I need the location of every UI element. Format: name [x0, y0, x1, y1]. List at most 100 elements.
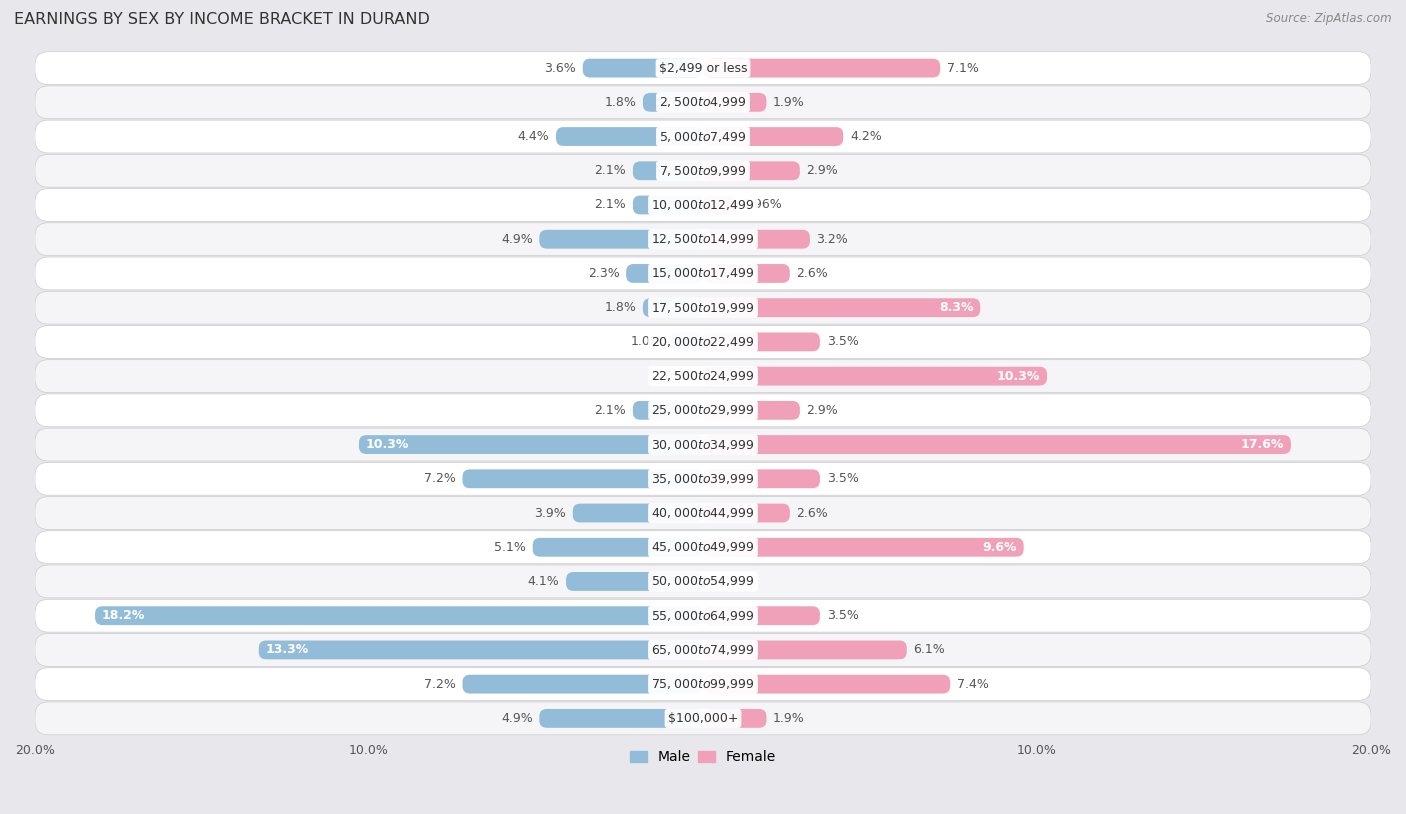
Text: 1.8%: 1.8% — [605, 96, 636, 109]
Text: 5.1%: 5.1% — [494, 540, 526, 554]
Text: 0.0%: 0.0% — [710, 575, 742, 588]
Text: 1.8%: 1.8% — [605, 301, 636, 314]
FancyBboxPatch shape — [633, 161, 703, 180]
Text: $20,000 to $22,499: $20,000 to $22,499 — [651, 335, 755, 349]
FancyBboxPatch shape — [626, 264, 703, 282]
Text: $75,000 to $99,999: $75,000 to $99,999 — [651, 677, 755, 691]
Text: $17,500 to $19,999: $17,500 to $19,999 — [651, 300, 755, 315]
FancyBboxPatch shape — [35, 291, 1371, 324]
Text: $10,000 to $12,499: $10,000 to $12,499 — [651, 198, 755, 212]
Text: 18.2%: 18.2% — [101, 609, 145, 622]
FancyBboxPatch shape — [703, 538, 1024, 557]
Text: Source: ZipAtlas.com: Source: ZipAtlas.com — [1267, 12, 1392, 25]
Text: $7,500 to $9,999: $7,500 to $9,999 — [659, 164, 747, 177]
FancyBboxPatch shape — [703, 435, 1291, 454]
Text: $40,000 to $44,999: $40,000 to $44,999 — [651, 506, 755, 520]
FancyBboxPatch shape — [35, 462, 1371, 495]
Text: 2.1%: 2.1% — [595, 404, 626, 417]
Text: 2.3%: 2.3% — [588, 267, 620, 280]
FancyBboxPatch shape — [643, 298, 703, 317]
Text: 2.6%: 2.6% — [797, 267, 828, 280]
FancyBboxPatch shape — [703, 195, 735, 214]
Text: 2.9%: 2.9% — [807, 164, 838, 177]
Text: $2,499 or less: $2,499 or less — [659, 62, 747, 75]
FancyBboxPatch shape — [703, 401, 800, 420]
Text: 13.3%: 13.3% — [266, 643, 309, 656]
FancyBboxPatch shape — [35, 702, 1371, 735]
Text: 2.9%: 2.9% — [807, 404, 838, 417]
FancyBboxPatch shape — [35, 51, 1371, 85]
FancyBboxPatch shape — [582, 59, 703, 77]
Text: 3.5%: 3.5% — [827, 335, 859, 348]
FancyBboxPatch shape — [35, 326, 1371, 358]
FancyBboxPatch shape — [35, 360, 1371, 392]
FancyBboxPatch shape — [703, 264, 790, 282]
Text: $35,000 to $39,999: $35,000 to $39,999 — [651, 472, 755, 486]
FancyBboxPatch shape — [633, 195, 703, 214]
FancyBboxPatch shape — [35, 223, 1371, 256]
FancyBboxPatch shape — [35, 497, 1371, 529]
FancyBboxPatch shape — [35, 189, 1371, 221]
FancyBboxPatch shape — [703, 93, 766, 112]
Legend: Male, Female: Male, Female — [624, 745, 782, 770]
Text: 2.1%: 2.1% — [595, 164, 626, 177]
Text: 7.2%: 7.2% — [425, 472, 456, 485]
Text: 4.9%: 4.9% — [501, 712, 533, 725]
FancyBboxPatch shape — [703, 367, 1047, 386]
FancyBboxPatch shape — [703, 606, 820, 625]
Text: $25,000 to $29,999: $25,000 to $29,999 — [651, 404, 755, 418]
Text: 1.9%: 1.9% — [773, 96, 804, 109]
FancyBboxPatch shape — [703, 332, 820, 352]
Text: $50,000 to $54,999: $50,000 to $54,999 — [651, 575, 755, 589]
FancyBboxPatch shape — [703, 161, 800, 180]
FancyBboxPatch shape — [555, 127, 703, 146]
Text: 8.3%: 8.3% — [939, 301, 973, 314]
Text: 6.1%: 6.1% — [914, 643, 945, 656]
FancyBboxPatch shape — [35, 394, 1371, 427]
FancyBboxPatch shape — [35, 633, 1371, 667]
Text: 1.0%: 1.0% — [631, 335, 662, 348]
FancyBboxPatch shape — [703, 127, 844, 146]
Text: 3.6%: 3.6% — [544, 62, 576, 75]
Text: 4.4%: 4.4% — [517, 130, 550, 143]
Text: 9.6%: 9.6% — [983, 540, 1017, 554]
FancyBboxPatch shape — [96, 606, 703, 625]
Text: 3.2%: 3.2% — [817, 233, 848, 246]
Text: $2,500 to $4,999: $2,500 to $4,999 — [659, 95, 747, 109]
FancyBboxPatch shape — [35, 667, 1371, 701]
FancyBboxPatch shape — [35, 86, 1371, 119]
FancyBboxPatch shape — [643, 93, 703, 112]
Text: 0.0%: 0.0% — [664, 370, 696, 383]
Text: $22,500 to $24,999: $22,500 to $24,999 — [651, 369, 755, 383]
Text: $100,000+: $100,000+ — [668, 712, 738, 725]
Text: 7.4%: 7.4% — [957, 677, 988, 690]
FancyBboxPatch shape — [703, 641, 907, 659]
FancyBboxPatch shape — [35, 120, 1371, 153]
FancyBboxPatch shape — [540, 230, 703, 248]
Text: $12,500 to $14,999: $12,500 to $14,999 — [651, 232, 755, 246]
FancyBboxPatch shape — [703, 230, 810, 248]
FancyBboxPatch shape — [35, 155, 1371, 187]
Text: 4.9%: 4.9% — [501, 233, 533, 246]
Text: $55,000 to $64,999: $55,000 to $64,999 — [651, 609, 755, 623]
Text: 3.5%: 3.5% — [827, 609, 859, 622]
FancyBboxPatch shape — [463, 470, 703, 488]
Text: 2.1%: 2.1% — [595, 199, 626, 212]
Text: 1.9%: 1.9% — [773, 712, 804, 725]
Text: 10.3%: 10.3% — [366, 438, 409, 451]
FancyBboxPatch shape — [703, 504, 790, 523]
FancyBboxPatch shape — [35, 257, 1371, 290]
Text: 4.1%: 4.1% — [527, 575, 560, 588]
FancyBboxPatch shape — [567, 572, 703, 591]
FancyBboxPatch shape — [703, 470, 820, 488]
Text: $45,000 to $49,999: $45,000 to $49,999 — [651, 540, 755, 554]
FancyBboxPatch shape — [259, 641, 703, 659]
FancyBboxPatch shape — [703, 59, 941, 77]
FancyBboxPatch shape — [540, 709, 703, 728]
FancyBboxPatch shape — [633, 401, 703, 420]
FancyBboxPatch shape — [703, 675, 950, 694]
Text: 3.9%: 3.9% — [534, 506, 567, 519]
FancyBboxPatch shape — [35, 565, 1371, 598]
Text: 17.6%: 17.6% — [1241, 438, 1284, 451]
Text: 7.2%: 7.2% — [425, 677, 456, 690]
